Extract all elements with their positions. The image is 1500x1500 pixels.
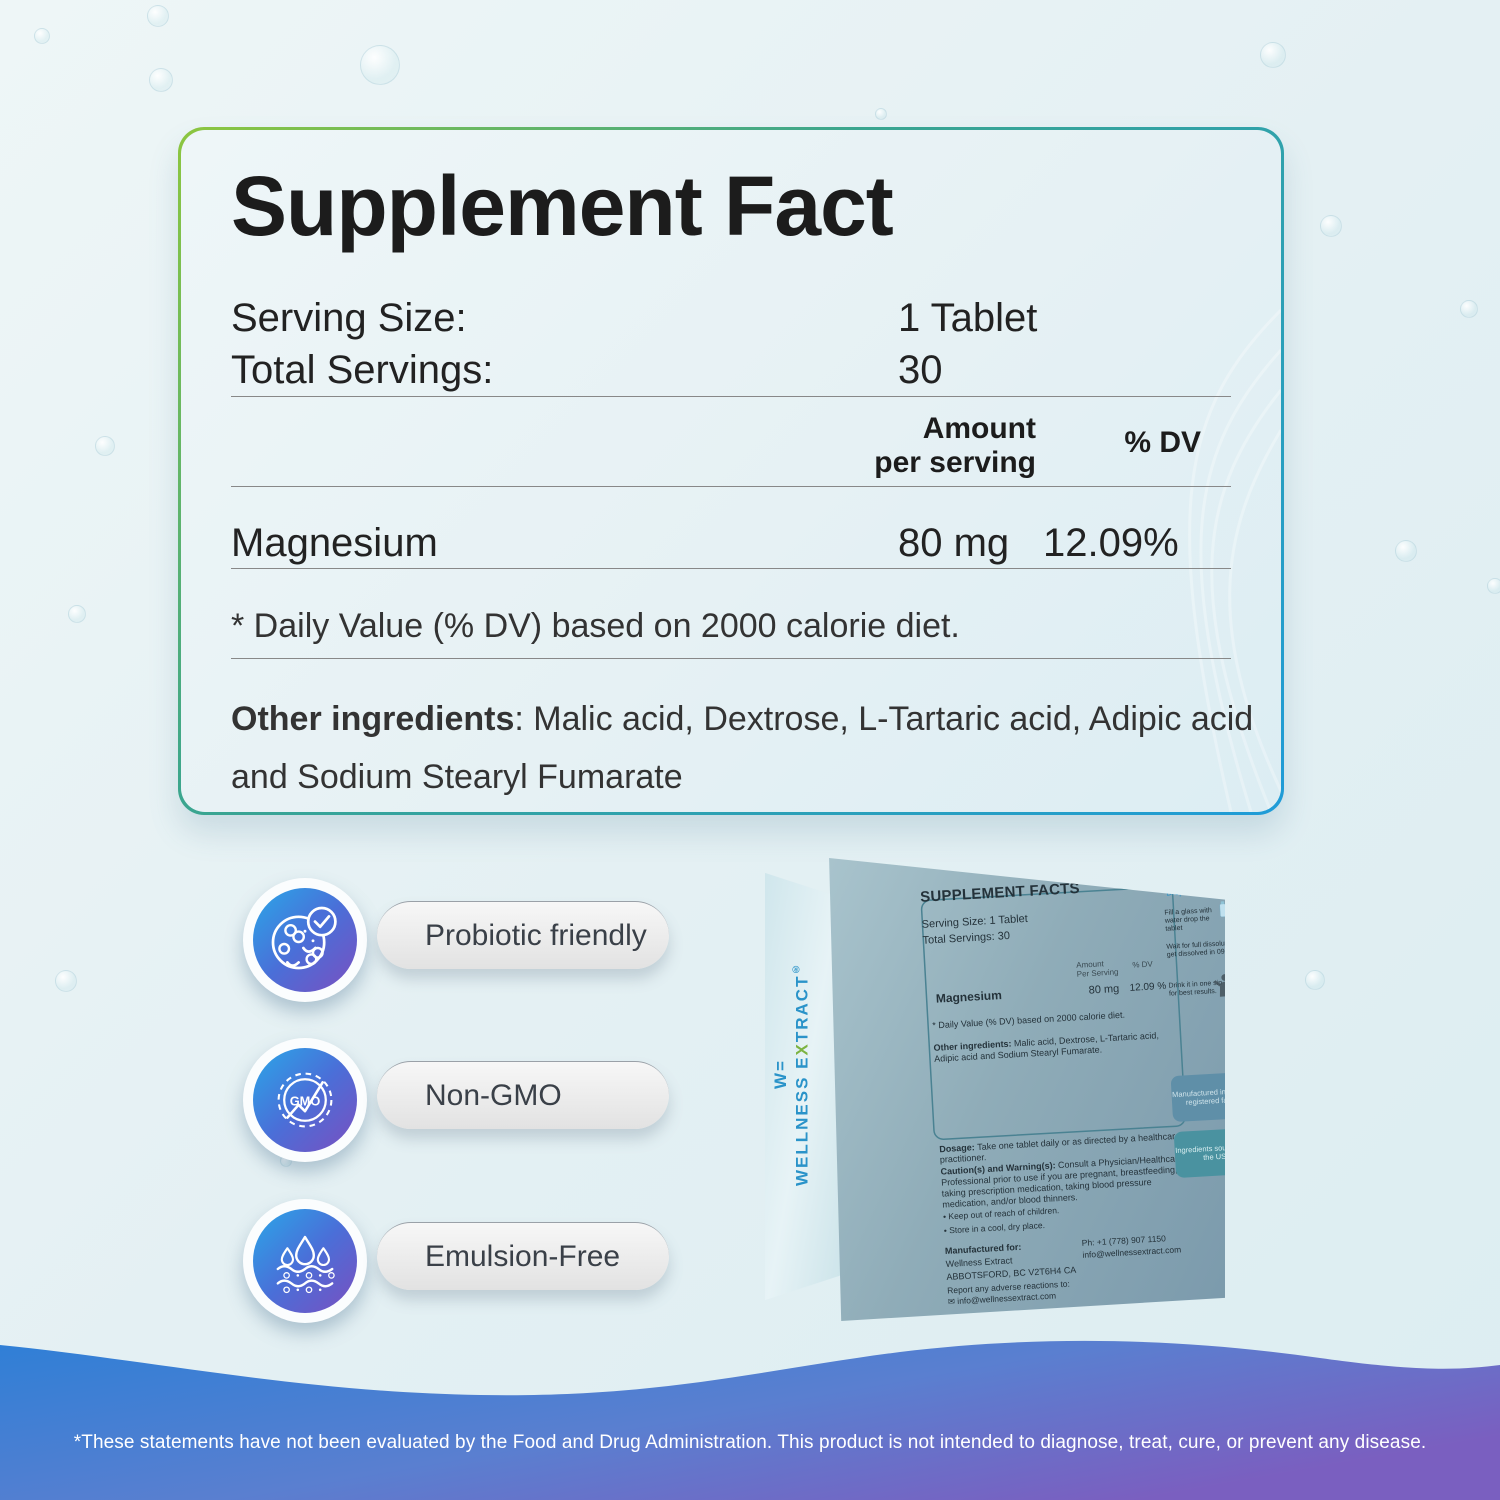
svg-text:GMO: GMO [290,1094,321,1109]
